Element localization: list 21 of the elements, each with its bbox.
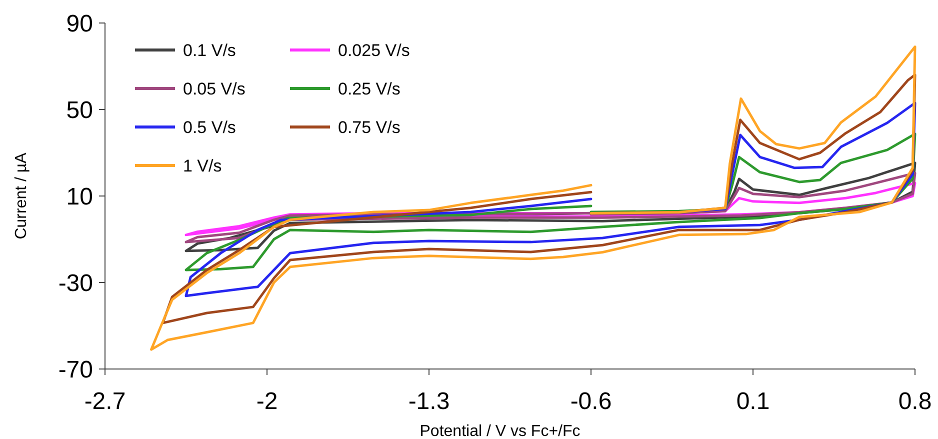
x-axis-title: Potential / V vs Fc+/Fc [420, 423, 580, 439]
y-tick-label: 90 [66, 10, 93, 38]
legend-label: 0.75 V/s [338, 118, 400, 137]
legend-label: 1 V/s [183, 156, 222, 176]
legend-label: 0.05 V/s [183, 79, 246, 98]
legend-label: 0.25 V/s [338, 79, 400, 98]
legend-label: 0.5 V/s [183, 118, 236, 137]
y-tick-label: -30 [58, 270, 93, 297]
y-tick-label: 10 [66, 183, 93, 210]
y-axis-title: Current / µA [13, 152, 30, 240]
line-series [150, 46, 916, 351]
x-tick-label: -0.6 [570, 388, 612, 415]
x-tick-label: -2.7 [84, 388, 126, 415]
legend-label: 0.025 V/s [338, 40, 410, 60]
x-tick-label: 0.1 [736, 388, 770, 415]
legend-label: 0.1 V/s [183, 40, 236, 60]
x-tick-label: 0.8 [898, 388, 932, 415]
y-tick-label: 50 [66, 96, 93, 124]
x-tick-label: -2 [256, 388, 278, 415]
x-tick-label: -1.3 [408, 388, 450, 415]
y-tick-label: -70 [58, 356, 93, 384]
